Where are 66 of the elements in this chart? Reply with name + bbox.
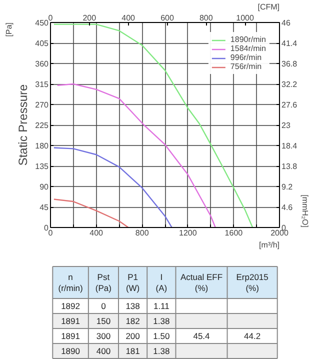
x-tick-label: 2000 (270, 228, 289, 238)
y2-tick-label: 13.8 (282, 162, 298, 171)
line-series (53, 147, 172, 228)
x-tick-label: 400 (90, 228, 104, 238)
y2-tick-label: 36.8 (282, 60, 298, 68)
text: P1 (W) (126, 272, 140, 293)
x-tick-label: 1200 (179, 228, 198, 238)
text: 1891 (61, 331, 80, 341)
x2-tick-label: 600 (160, 14, 174, 22)
text: 44.2 (244, 331, 261, 341)
text: [Pa] (4, 22, 14, 37)
x-tick-label: 1600 (224, 228, 244, 238)
y-tick-label: 225 (35, 121, 50, 130)
text: 1.50 (153, 331, 170, 341)
text: I (A) (156, 272, 168, 293)
y-axis-title: Static Pressure (16, 84, 30, 166)
y-tick-label: 405 (35, 39, 50, 48)
y2-tick-label: 27.6 (282, 100, 298, 110)
legend-label: 756r/min (230, 62, 262, 71)
y2-tick-label: 41.4 (282, 39, 298, 48)
y2-tick-label: 23 (282, 121, 291, 130)
text: Actual EFF (%) (180, 272, 223, 293)
text: Erp2015 (%) (236, 272, 269, 293)
y-tick-label: 180 (35, 142, 50, 150)
text: 150 (96, 316, 111, 326)
y2-tick-label: 46 (282, 18, 291, 28)
line-series (53, 198, 129, 228)
text: 300 (96, 331, 111, 341)
text: 1.11 (153, 301, 170, 311)
y-tick-label: 450 (35, 18, 50, 28)
y-tick-label: 270 (35, 100, 50, 110)
x2-tick-label: 400 (122, 14, 136, 22)
y2-tick-label: 9.2 (282, 182, 294, 192)
legend-label: 1890r/min (230, 35, 266, 44)
text: 1.38 (153, 316, 170, 326)
y2-tick-label: 18.4 (282, 142, 298, 150)
x2-axis-title: [CFM] (258, 2, 280, 12)
y-tick-label: 135 (35, 162, 50, 171)
text: 1892 (61, 301, 80, 311)
text: 182 (126, 316, 140, 326)
text: 1891 (61, 316, 80, 326)
text: 0 (101, 301, 106, 311)
text: n (r/min) (58, 272, 83, 293)
y-tick-label: 90 (40, 182, 50, 192)
y-tick-label: 45 (40, 203, 50, 212)
y2-axis-title: [mmH₂O] (300, 194, 310, 228)
y2-tick-label: 32.2 (282, 80, 298, 89)
text: 1.38 (153, 346, 170, 356)
legend-label: 996r/min (230, 53, 262, 62)
text: 138 (126, 301, 140, 311)
x2-tick-label: 1000 (236, 14, 255, 22)
x-tick-label: 800 (135, 228, 150, 238)
text: 45.4 (193, 331, 210, 341)
text: 400 (96, 346, 111, 356)
x2-tick-label: 200 (82, 14, 97, 22)
x2-tick-label: 800 (199, 14, 214, 22)
x-axis-title: [m³/h] (259, 240, 280, 250)
y-tick-label: 315 (35, 80, 50, 89)
text: 200 (126, 331, 140, 341)
line-series (56, 83, 216, 228)
text: 1890 (61, 346, 80, 356)
y-tick-label: 360 (35, 60, 50, 68)
legend-label: 1584r/min (230, 44, 266, 53)
text: Pst (Pa) (95, 272, 112, 293)
text: 181 (126, 346, 140, 356)
y2-tick-label: 4.6 (282, 203, 294, 212)
